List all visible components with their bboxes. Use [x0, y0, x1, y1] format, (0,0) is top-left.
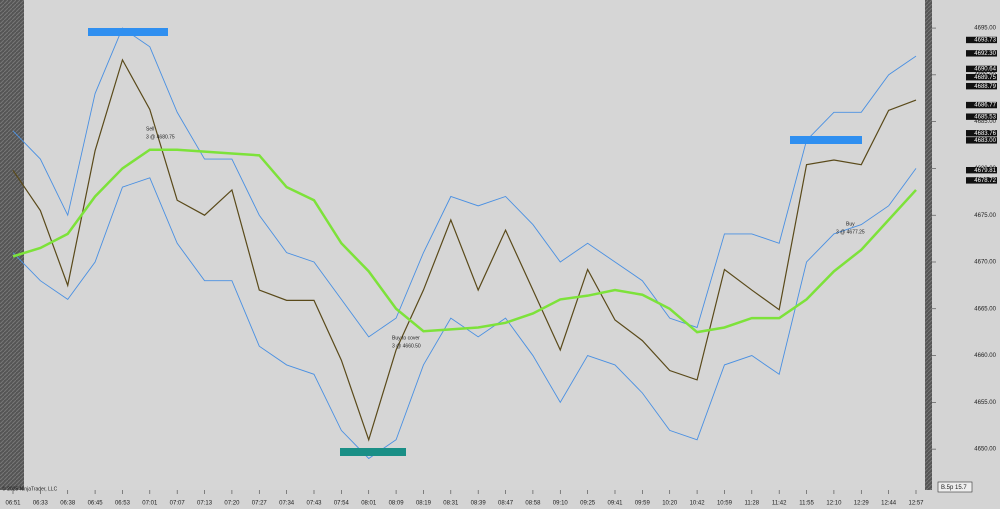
y-tick-label: 4685.00 — [974, 119, 996, 125]
y-tick-label: 4650.00 — [974, 447, 996, 453]
y-tick-label: 4670.00 — [974, 260, 996, 266]
price-marker-label: 4683.76 — [974, 131, 996, 137]
price-marker — [966, 177, 997, 184]
trade-label: 3 @ 4660.50 — [392, 343, 421, 349]
x-tick-label: 08:58 — [525, 501, 541, 507]
trade-label: Sell — [146, 126, 154, 132]
price-marker-label: 4689.75 — [974, 75, 996, 81]
x-tick-label: 08:31 — [443, 501, 459, 507]
status: B.5p 15.7 — [941, 485, 967, 491]
price-marker — [966, 101, 997, 109]
price-marker — [966, 50, 997, 57]
price-marker-label: 4686.77 — [974, 103, 996, 109]
series-line — [12, 58, 917, 442]
x-tick-label: 07:13 — [197, 501, 213, 507]
x-tick-label: 07:43 — [306, 501, 322, 507]
x-tick-label: 07:34 — [279, 501, 295, 507]
price-marker-label: 4685.53 — [974, 114, 996, 120]
plot-area — [0, 0, 932, 490]
x-tick-label: 07:27 — [252, 501, 268, 507]
x-tick-label: 06:33 — [33, 501, 49, 507]
x-tick-label: 08:09 — [389, 501, 405, 507]
x-tick-label: 10:20 — [662, 501, 678, 507]
price-marker — [966, 65, 997, 73]
copyright: © 2025 NinjaTrader, LLC — [2, 485, 58, 492]
series-line — [12, 27, 917, 338]
x-tick-label: 06:38 — [60, 501, 76, 507]
x-tick-label: 07:07 — [170, 501, 186, 507]
y-tick-label: 4655.00 — [974, 400, 996, 406]
high-marker — [88, 28, 168, 36]
x-tick-label: 12:57 — [908, 501, 924, 507]
series-line — [12, 148, 917, 334]
price-marker — [966, 36, 997, 44]
x-tick-label: 07:01 — [142, 501, 158, 507]
x-tick-label: 08:01 — [361, 501, 377, 507]
price-marker-label: 4679.81 — [974, 168, 996, 174]
status-box — [937, 481, 973, 493]
high-marker — [790, 136, 862, 144]
y-tick-label: 4665.00 — [974, 306, 996, 312]
x-tick-label: 08:39 — [471, 501, 487, 507]
session-break-right — [925, 0, 932, 490]
x-tick-label: 06:53 — [115, 501, 131, 507]
price-marker — [966, 82, 997, 90]
trade-label: 3 @ 4677.25 — [836, 229, 865, 235]
x-tick-label: 12:29 — [854, 501, 870, 507]
price-marker-label: 4693.73 — [974, 38, 996, 44]
x-tick-label: 07:20 — [224, 501, 240, 507]
x-tick-label: 10:59 — [717, 501, 733, 507]
x-tick-label: 11:42 — [772, 501, 787, 507]
y-tick-label: 4660.00 — [974, 353, 996, 359]
low-marker — [340, 448, 406, 456]
x-tick-label: 09:41 — [607, 501, 623, 507]
session-break-left — [0, 0, 24, 490]
x-tick-label: 08:47 — [498, 501, 514, 507]
y-tick-label: 4675.00 — [974, 213, 996, 219]
x-tick-label: 11:55 — [799, 501, 814, 507]
price-marker — [966, 166, 997, 174]
trade-label: Buy — [846, 221, 855, 227]
price-marker — [966, 137, 997, 144]
trade-label: 3 @ 4680.75 — [146, 134, 175, 140]
x-tick-label: 08:19 — [416, 501, 432, 507]
price-marker-label: 4688.79 — [974, 84, 996, 90]
x-tick-label: 12:10 — [826, 501, 842, 507]
price-marker-label: 4692.30 — [974, 51, 996, 57]
y-tick-label: 4695.00 — [974, 26, 996, 32]
price-marker — [966, 113, 997, 120]
x-tick-label: 06:45 — [88, 501, 104, 507]
x-tick-label: 09:25 — [580, 501, 596, 507]
price-marker-label: 4678.72 — [974, 178, 996, 184]
x-tick-label: 12:44 — [881, 501, 897, 507]
x-tick-label: 09:59 — [635, 501, 651, 507]
price-marker — [966, 73, 997, 81]
x-tick-label: 07:54 — [334, 501, 350, 507]
price-marker — [966, 130, 997, 137]
x-tick-label: 09:10 — [553, 501, 569, 507]
x-tick-label: 11:28 — [745, 501, 760, 507]
price-marker-label: 4690.64 — [974, 66, 996, 72]
price-marker-label: 4683.00 — [974, 138, 996, 144]
x-tick-label: 06:51 — [5, 501, 21, 507]
trade-label: Buy to cover — [392, 335, 420, 341]
x-tick-label: 10:42 — [690, 501, 706, 507]
